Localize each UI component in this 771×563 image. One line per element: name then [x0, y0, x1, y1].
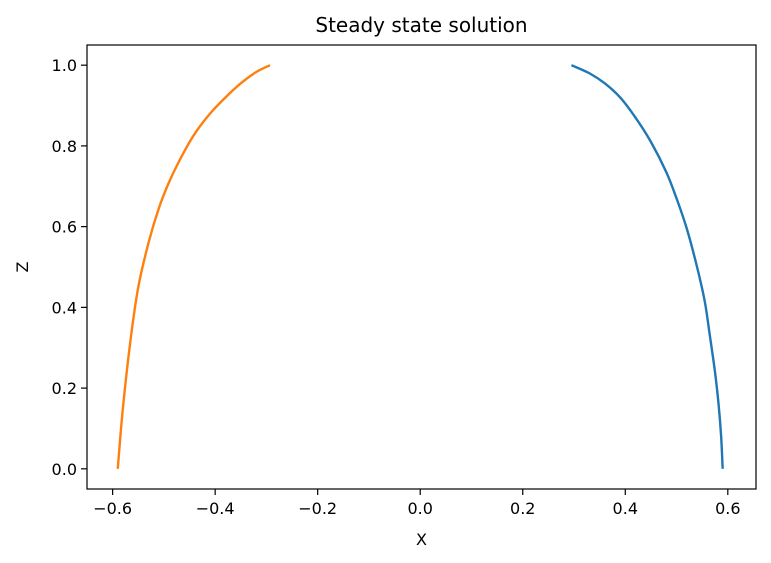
series-line-2 [116, 64, 271, 469]
chart-title: Steady state solution [315, 13, 527, 37]
y-tick-label: 0.2 [52, 379, 77, 398]
y-tick-label: 0.4 [52, 298, 77, 317]
y-tick-label: 0.0 [52, 460, 77, 479]
x-tick-label: 0.0 [407, 499, 432, 518]
y-axis-ticks: 0.0 0.2 0.4 0.6 0.8 1.0 [52, 56, 87, 479]
x-tick-label: −0.6 [93, 499, 132, 518]
series-layer [116, 64, 724, 469]
x-tick-label: 0.6 [715, 499, 740, 518]
x-tick-label: −0.2 [298, 499, 337, 518]
y-axis-label: Z [13, 261, 32, 272]
x-tick-label: 0.2 [510, 499, 535, 518]
y-tick-label: 0.6 [52, 218, 77, 237]
y-tick-label: 1.0 [52, 56, 77, 75]
plot-frame [86, 44, 757, 490]
series-line-1 [570, 64, 724, 469]
x-tick-label: −0.4 [196, 499, 235, 518]
y-tick-label: 0.8 [52, 137, 77, 156]
x-axis-ticks: −0.6 −0.4 −0.2 0.0 0.2 0.4 0.6 [93, 489, 741, 518]
x-axis-label: X [416, 530, 427, 549]
x-tick-label: 0.4 [613, 499, 638, 518]
